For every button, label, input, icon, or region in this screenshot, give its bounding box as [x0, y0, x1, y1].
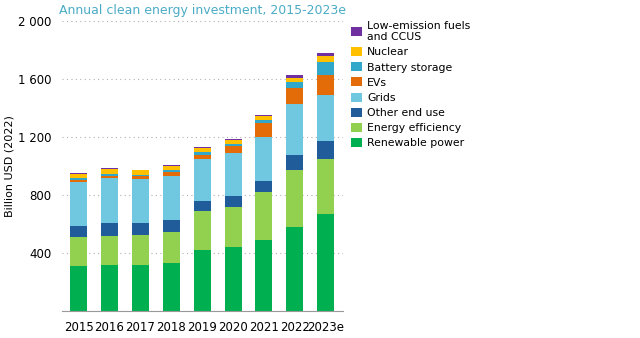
Bar — [132, 223, 149, 235]
Bar — [101, 169, 118, 174]
Bar — [286, 170, 303, 227]
Bar — [286, 88, 303, 104]
Bar — [163, 170, 180, 172]
Bar — [163, 232, 180, 263]
Bar — [317, 62, 334, 75]
Y-axis label: Billion USD (2022): Billion USD (2022) — [4, 115, 14, 217]
Bar — [132, 179, 149, 223]
Bar — [101, 223, 118, 236]
Bar — [163, 172, 180, 175]
Bar — [132, 265, 149, 311]
Bar — [286, 227, 303, 311]
Bar — [132, 176, 149, 179]
Bar — [101, 174, 118, 175]
Bar — [255, 137, 273, 180]
Bar — [132, 170, 149, 175]
Bar — [163, 166, 180, 170]
Bar — [286, 104, 303, 154]
Bar — [286, 82, 303, 88]
Bar — [194, 201, 211, 211]
Bar — [225, 247, 241, 311]
Bar — [70, 174, 87, 178]
Bar — [70, 178, 87, 180]
Bar — [255, 116, 273, 120]
Bar — [194, 154, 211, 159]
Bar — [194, 159, 211, 201]
Bar — [70, 237, 87, 266]
Bar — [132, 175, 149, 176]
Bar — [317, 53, 334, 56]
Bar — [70, 173, 87, 174]
Bar — [70, 225, 87, 237]
Title: Annual clean energy investment, 2015-2023e: Annual clean energy investment, 2015-202… — [59, 4, 346, 17]
Bar — [194, 211, 211, 250]
Bar — [317, 159, 334, 214]
Bar — [225, 153, 241, 196]
Bar — [255, 240, 273, 311]
Bar — [194, 250, 211, 311]
Bar — [317, 214, 334, 311]
Bar — [70, 180, 87, 182]
Bar — [225, 196, 241, 207]
Bar — [225, 140, 241, 144]
Bar — [101, 178, 118, 223]
Bar — [225, 139, 241, 140]
Bar — [286, 154, 303, 170]
Bar — [70, 182, 87, 225]
Bar — [194, 148, 211, 152]
Bar — [255, 120, 273, 123]
Bar — [70, 266, 87, 311]
Bar — [101, 168, 118, 169]
Bar — [163, 175, 180, 220]
Bar — [225, 146, 241, 153]
Bar — [225, 207, 241, 247]
Bar — [317, 142, 334, 159]
Bar — [225, 144, 241, 146]
Bar — [132, 235, 149, 265]
Bar — [317, 75, 334, 95]
Bar — [317, 95, 334, 142]
Bar — [255, 192, 273, 240]
Bar — [163, 165, 180, 166]
Bar — [317, 56, 334, 62]
Bar — [101, 175, 118, 178]
Bar — [163, 220, 180, 232]
Bar — [255, 180, 273, 192]
Bar — [255, 115, 273, 116]
Bar — [163, 263, 180, 311]
Bar — [101, 265, 118, 311]
Bar — [101, 236, 118, 265]
Bar — [286, 75, 303, 78]
Bar — [286, 78, 303, 82]
Bar — [255, 123, 273, 137]
Bar — [194, 152, 211, 154]
Legend: Low-emission fuels
and CCUS, Nuclear, Battery storage, EVs, Grids, Other end use: Low-emission fuels and CCUS, Nuclear, Ba… — [351, 21, 470, 148]
Bar — [194, 147, 211, 148]
